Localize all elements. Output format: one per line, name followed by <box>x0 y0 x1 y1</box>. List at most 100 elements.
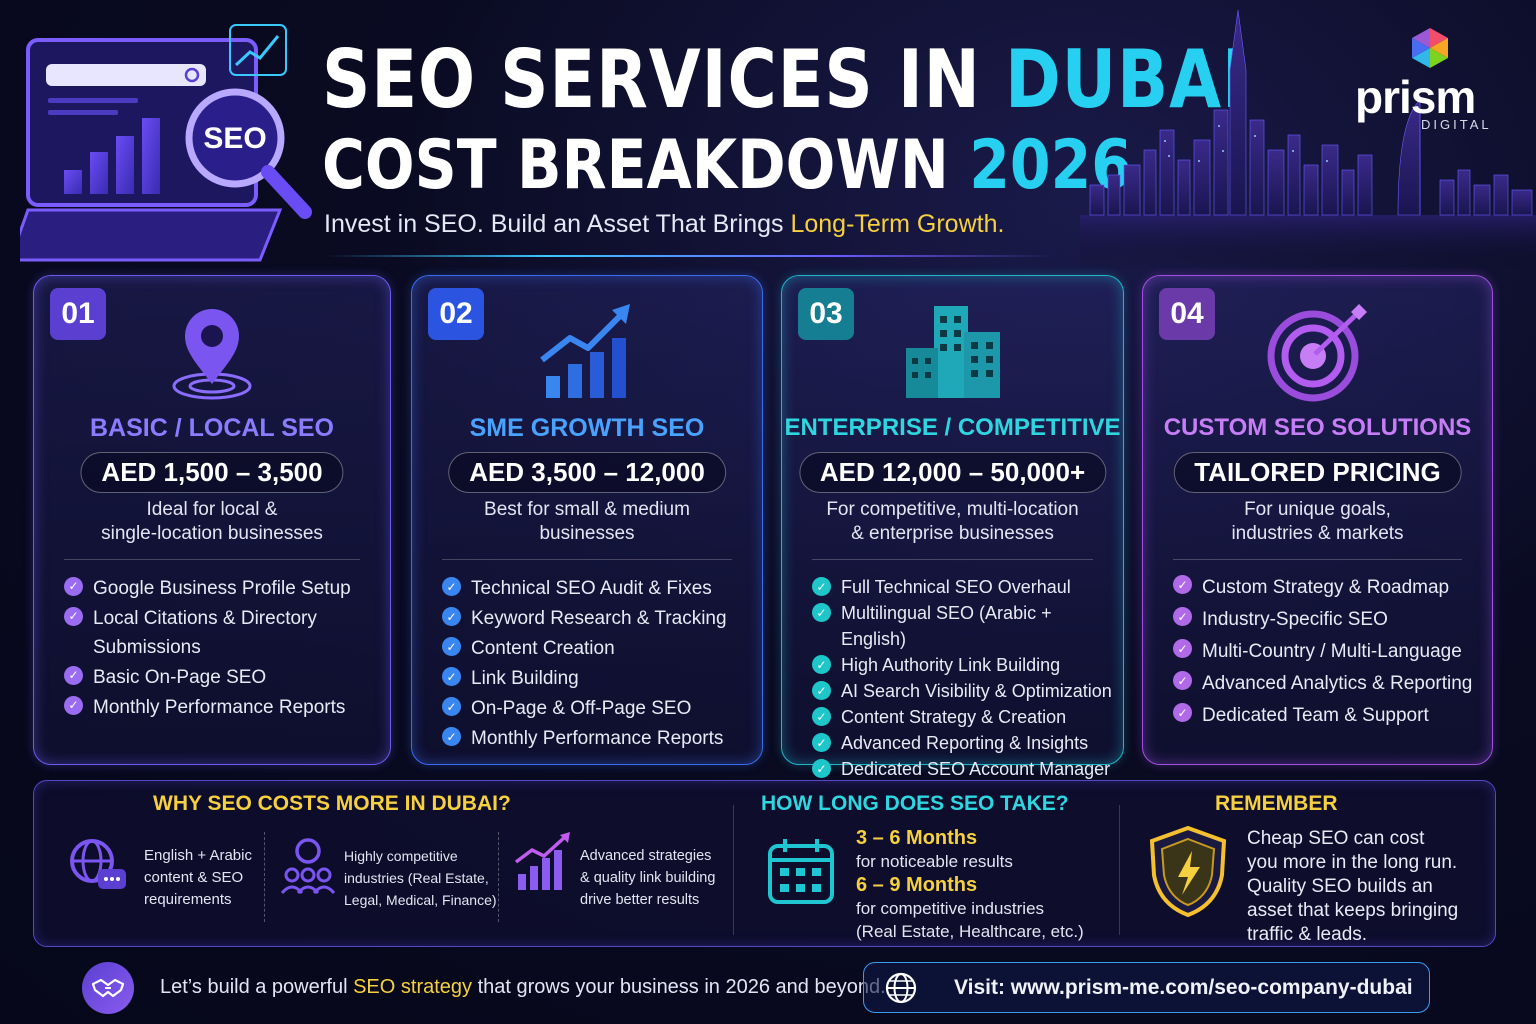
section-divider <box>1119 805 1120 935</box>
brand-name: prism <box>1355 71 1476 123</box>
feature-list: ✓ Google Business Profile Setup ✓ Local Ci… <box>64 574 380 723</box>
card-divider <box>1173 559 1462 560</box>
feature-item: ✓ Monthly Performance Reports <box>64 693 380 722</box>
target-icon <box>1267 304 1367 402</box>
feature-item: ✓ Multi-Country / Multi-Language <box>1173 636 1482 668</box>
card-number: 04 <box>1159 288 1215 340</box>
timeline-note: for competitive industries <box>856 899 1045 918</box>
page-title-line2: COST BREAKDOWN 2026 <box>322 126 1132 205</box>
card-description: For unique goals, industries & markets <box>1231 499 1404 544</box>
feature-item: ✓ Dedicated SEO Account Manager <box>812 756 1113 782</box>
card-price: AED 3,500 – 12,000 <box>448 452 726 493</box>
feature-item: ✓ High Authority Link Building <box>812 652 1113 678</box>
card-price: AED 12,000 – 50,000+ <box>798 452 1107 493</box>
check-icon: ✓ <box>442 607 461 626</box>
globe-chat-icon <box>70 839 126 889</box>
growth-chart-icon <box>540 304 630 398</box>
feature-item: ✓ Link Building <box>442 664 752 694</box>
check-icon: ✓ <box>442 637 461 656</box>
check-icon: ✓ <box>442 697 461 716</box>
pricing-card-custom: 04 CUSTOM SEO SOLUTIONS TAILORED PRICING… <box>1142 275 1493 765</box>
feature-item: ✓ Dedicated Team & Support <box>1173 700 1482 732</box>
seo-laptop-illustration: SEO <box>20 24 312 262</box>
why-section-title: WHY SEO COSTS MORE IN DUBAI? <box>153 792 511 815</box>
handshake-icon <box>82 962 134 1014</box>
why-item-text: Advanced strategies & quality link buildi… <box>580 848 716 908</box>
growth-bars-icon <box>514 832 570 890</box>
card-number: 03 <box>798 288 854 340</box>
check-icon: ✓ <box>1173 607 1192 626</box>
dashed-divider <box>264 832 265 922</box>
feature-item: ✓ Monthly Performance Reports <box>442 724 752 754</box>
check-icon: ✓ <box>64 696 83 715</box>
seo-badge-text: SEO <box>203 122 266 155</box>
check-icon: ✓ <box>812 681 831 700</box>
check-icon: ✓ <box>812 707 831 726</box>
card-description: For competitive, multi-location & enterpr… <box>826 499 1079 544</box>
timeline-note: (Real Estate, Healthcare, etc.) <box>856 922 1084 941</box>
card-number: 02 <box>428 288 484 340</box>
feature-item: ✓ On-Page & Off-Page SEO <box>442 694 752 724</box>
feature-item: ✓ Content Creation <box>442 634 752 664</box>
timeline-range: 3 – 6 Months <box>856 827 978 849</box>
check-icon: ✓ <box>812 655 831 674</box>
card-title: ENTERPRISE / COMPETITIVE <box>784 414 1121 441</box>
prism-logo-icon <box>1412 28 1448 68</box>
timeline-note: for noticeable results <box>856 852 1013 871</box>
check-icon: ✓ <box>64 607 83 626</box>
feature-item: ✓ Multilingual SEO (Arabic + English) <box>812 600 1113 652</box>
feature-item: ✓ Advanced Reporting & Insights <box>812 730 1113 756</box>
feature-item: ✓ Content Strategy & Creation <box>812 704 1113 730</box>
feature-item: ✓ AI Search Visibility & Optimization <box>812 678 1113 704</box>
check-icon: ✓ <box>442 727 461 746</box>
visit-url[interactable]: Visit: www.prism-me.com/seo-company-duba… <box>954 975 1413 999</box>
remember-text: Cheap SEO can cost you more in the long r… <box>1247 828 1459 945</box>
calendar-icon <box>768 839 834 904</box>
feature-item: ✓ Google Business Profile Setup <box>64 574 380 603</box>
card-divider <box>812 559 1093 560</box>
card-description: Best for small & medium businesses <box>484 499 690 544</box>
people-icon <box>280 838 336 895</box>
globe-icon <box>885 972 917 1003</box>
brand-tagline: DIGITAL <box>1421 117 1492 132</box>
check-icon: ✓ <box>442 667 461 686</box>
page-title-line1: SEO SERVICES IN DUBAI <box>322 33 1248 126</box>
seo-timeline: 3 – 6 Months for noticeable results 6 – … <box>856 826 1084 943</box>
card-title: BASIC / LOCAL SEO <box>89 414 334 442</box>
feature-item: ✓ Keyword Research & Tracking <box>442 604 752 634</box>
feature-item: ✓ Industry-Specific SEO <box>1173 604 1482 636</box>
buildings-icon <box>905 306 1000 398</box>
check-icon: ✓ <box>1173 671 1192 690</box>
location-pin-icon <box>172 309 252 400</box>
timeline-range: 6 – 9 Months <box>856 874 978 896</box>
check-icon: ✓ <box>812 733 831 752</box>
card-title: SME GROWTH SEO <box>469 414 705 442</box>
card-description: Ideal for local & single-location busines… <box>101 499 323 544</box>
feature-item: ✓ Basic On-Page SEO <box>64 663 380 692</box>
info-panel <box>33 780 1496 947</box>
check-icon: ✓ <box>64 577 83 596</box>
visit-website-link[interactable]: Visit: www.prism-me.com/seo-company-duba… <box>863 962 1430 1013</box>
section-divider <box>733 805 734 935</box>
pricing-card-sme-growth: 02 SME GROWTH SEO AED 3,500 – 12,000 Bes… <box>411 275 763 765</box>
feature-item: ✓ Custom Strategy & Roadmap <box>1173 572 1482 604</box>
check-icon: ✓ <box>1173 575 1192 594</box>
shield-icon <box>1149 825 1227 917</box>
pricing-card-enterprise: 03 ENTERPRISE / COMPETITIVE AED 12,000 –… <box>781 275 1124 779</box>
why-item-text: Highly competitive industries (Real Estat… <box>344 848 497 908</box>
card-price: AED 1,500 – 3,500 <box>80 452 344 493</box>
card-divider <box>64 559 360 560</box>
check-icon: ✓ <box>1173 703 1192 722</box>
feature-item: ✓ Local Citations & Directory Submissions <box>64 604 380 662</box>
call-to-action-text: Let’s build a powerful SEO strategy that… <box>160 976 886 998</box>
card-price: TAILORED PRICING <box>1173 452 1462 493</box>
card-title: CUSTOM SEO SOLUTIONS <box>1163 414 1472 441</box>
feature-list: ✓ Technical SEO Audit & Fixes ✓ Keyword Re… <box>442 574 752 754</box>
remember-section-title: REMEMBER <box>1215 792 1338 815</box>
dubai-skyline-illustration <box>1080 9 1536 270</box>
check-icon: ✓ <box>812 603 831 622</box>
feature-item: ✓ Full Technical SEO Overhaul <box>812 574 1113 600</box>
card-divider <box>442 559 732 560</box>
feature-list: ✓ Full Technical SEO Overhaul ✓ Multilingu… <box>812 574 1113 782</box>
feature-item: ✓ Advanced Analytics & Reporting <box>1173 668 1482 700</box>
